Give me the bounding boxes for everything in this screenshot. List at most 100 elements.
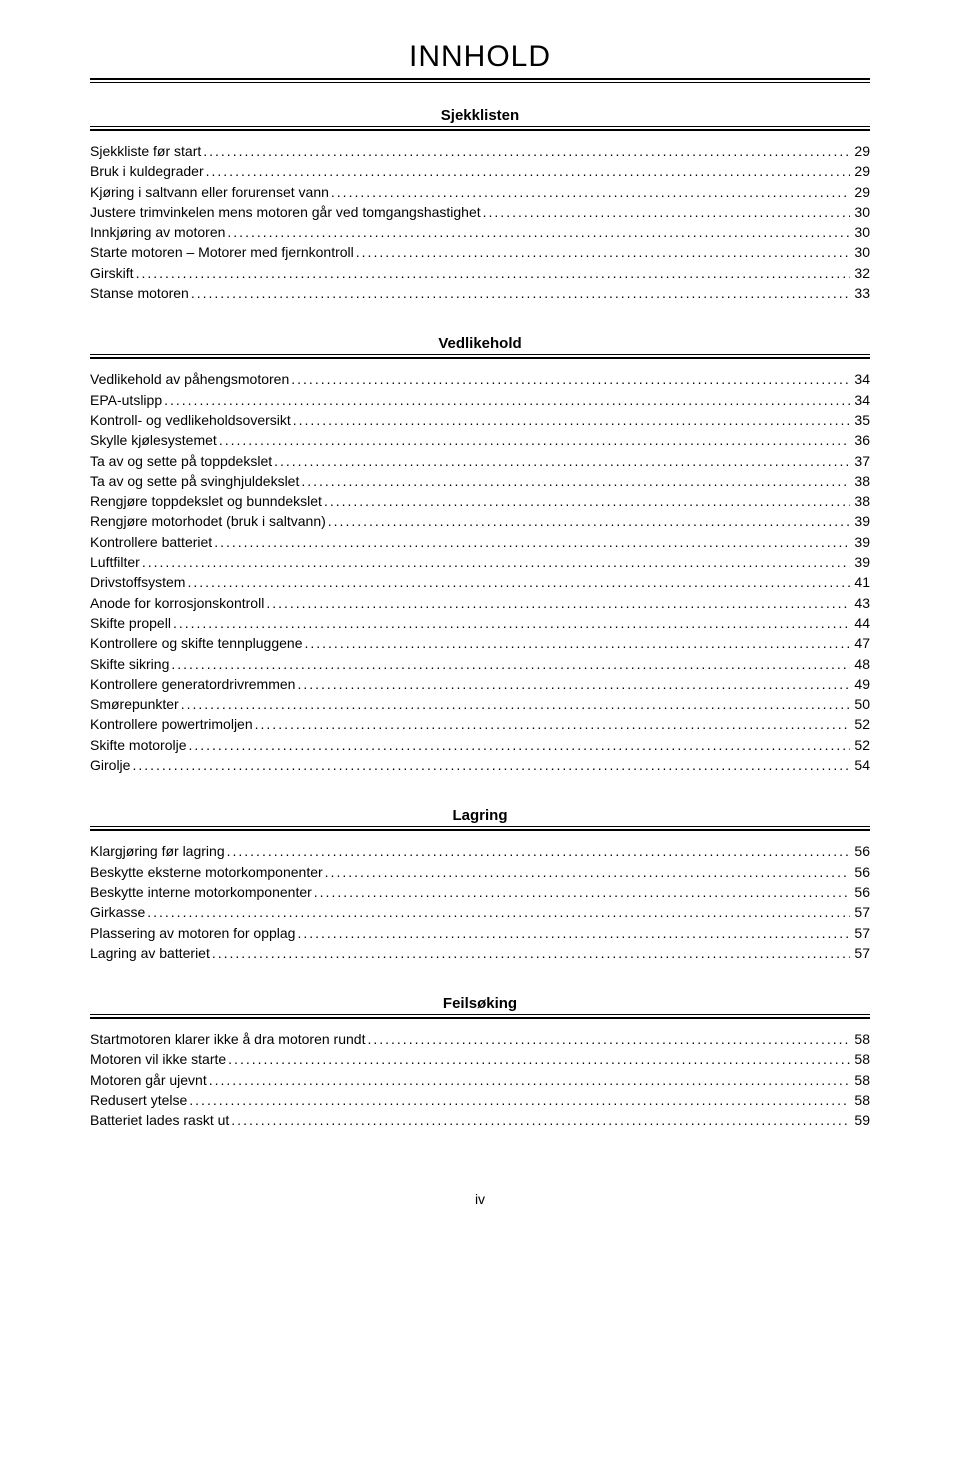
toc-leader-dots xyxy=(481,202,851,222)
toc-row: Bruk i kuldegrader29 xyxy=(90,161,870,181)
toc-label: Vedlikehold av påhengsmotoren xyxy=(90,369,289,389)
toc-row: Lagring av batteriet 57 xyxy=(90,943,870,963)
toc-container: Sjekklisten Sjekkliste før start29Bruk i … xyxy=(90,107,870,1131)
toc-page-number: 57 xyxy=(850,902,870,922)
toc-leader-dots xyxy=(289,369,850,389)
toc-page-number: 33 xyxy=(850,283,870,303)
section-rule xyxy=(90,126,870,127)
section-rule xyxy=(90,1014,870,1015)
toc-label: Motoren vil ikke starte xyxy=(90,1049,226,1069)
toc-label: Skifte sikring xyxy=(90,654,169,674)
toc-row: Girskift32 xyxy=(90,263,870,283)
toc-label: Girkasse xyxy=(90,902,145,922)
toc-leader-dots xyxy=(169,654,850,674)
toc-page-number: 58 xyxy=(850,1070,870,1090)
toc-page-number: 30 xyxy=(850,222,870,242)
toc-label: Rengjøre toppdekslet og bunndekslet xyxy=(90,491,322,511)
title-rule-thin xyxy=(90,82,870,83)
toc-row: Kontroll- og vedlikeholdsoversikt35 xyxy=(90,410,870,430)
toc-label: Skifte motorolje xyxy=(90,735,186,755)
toc-page-number: 36 xyxy=(850,430,870,450)
toc-row: Skifte motorolje52 xyxy=(90,735,870,755)
toc-page-number: 57 xyxy=(850,923,870,943)
toc-row: EPA-utslipp34 xyxy=(90,390,870,410)
toc-leader-dots xyxy=(312,882,851,902)
toc-label: Kjøring i saltvann eller forurenset vann xyxy=(90,182,329,202)
toc-label: Startmotoren klarer ikke å dra motoren r… xyxy=(90,1029,365,1049)
toc-page-number: 57 xyxy=(850,943,870,963)
toc-leader-dots xyxy=(187,1090,850,1110)
toc-label: Skylle kjølesystemet xyxy=(90,430,217,450)
toc-page-number: 58 xyxy=(850,1029,870,1049)
toc-page-number: 29 xyxy=(850,141,870,161)
toc-leader-dots xyxy=(217,430,851,450)
toc-row: Skifte sikring 48 xyxy=(90,654,870,674)
toc-leader-dots xyxy=(253,714,851,734)
toc-page-number: 29 xyxy=(850,161,870,181)
toc-row: Skifte propell44 xyxy=(90,613,870,633)
toc-row: Klargjøring før lagring 56 xyxy=(90,841,870,861)
toc-row: Luftfilter39 xyxy=(90,552,870,572)
toc-leader-dots xyxy=(299,471,850,491)
toc-row: Kontrollere generatordrivremmen49 xyxy=(90,674,870,694)
toc-page-number: 58 xyxy=(850,1090,870,1110)
toc-leader-dots xyxy=(130,755,850,775)
page-number: iv xyxy=(90,1191,870,1207)
toc-row: Beskytte interne motorkomponenter56 xyxy=(90,882,870,902)
toc-row: Startmotoren klarer ikke å dra motoren r… xyxy=(90,1029,870,1049)
toc-label: Girolje xyxy=(90,755,130,775)
toc-row: Skylle kjølesystemet 36 xyxy=(90,430,870,450)
toc-label: Smørepunkter xyxy=(90,694,179,714)
toc-row: Vedlikehold av påhengsmotoren34 xyxy=(90,369,870,389)
toc-leader-dots xyxy=(140,552,851,572)
toc-label: Kontrollere og skifte tennpluggene xyxy=(90,633,302,653)
toc-leader-dots xyxy=(210,943,851,963)
toc-row: Kontrollere powertrimoljen52 xyxy=(90,714,870,734)
toc-label: Innkjøring av motoren xyxy=(90,222,225,242)
toc-label: Klargjøring før lagring xyxy=(90,841,225,861)
toc-row: Batteriet lades raskt ut59 xyxy=(90,1110,870,1130)
section-rule xyxy=(90,129,870,131)
toc-leader-dots xyxy=(179,694,851,714)
toc-leader-dots xyxy=(295,923,850,943)
toc-page-number: 47 xyxy=(850,633,870,653)
toc-row: Sjekkliste før start29 xyxy=(90,141,870,161)
toc-leader-dots xyxy=(272,451,850,471)
toc-leader-dots xyxy=(226,1049,850,1069)
toc-page-number: 56 xyxy=(850,882,870,902)
toc-page-number: 41 xyxy=(850,572,870,592)
toc-page-number: 43 xyxy=(850,593,870,613)
toc-row: Rengjøre motorhodet (bruk i saltvann)39 xyxy=(90,511,870,531)
toc-row: Drivstoffsystem 41 xyxy=(90,572,870,592)
toc-row: Kjøring i saltvann eller forurenset vann… xyxy=(90,182,870,202)
toc-row: Redusert ytelse58 xyxy=(90,1090,870,1110)
page-title: INNHOLD xyxy=(90,40,870,74)
toc-page-number: 48 xyxy=(850,654,870,674)
section-rule xyxy=(90,354,870,355)
toc-row: Stanse motoren 33 xyxy=(90,283,870,303)
section-heading: Lagring xyxy=(90,807,870,824)
toc-row: Girkasse 57 xyxy=(90,902,870,922)
section-heading: Vedlikehold xyxy=(90,335,870,352)
section-rule xyxy=(90,1017,870,1019)
toc-row: Justere trimvinkelen mens motoren går ve… xyxy=(90,202,870,222)
section-rule xyxy=(90,357,870,359)
section-rule xyxy=(90,829,870,831)
toc-label: Stanse motoren xyxy=(90,283,189,303)
toc-page-number: 58 xyxy=(850,1049,870,1069)
toc-leader-dots xyxy=(354,242,851,262)
toc-page-number: 56 xyxy=(850,862,870,882)
toc-label: Drivstoffsystem xyxy=(90,572,185,592)
toc-page-number: 30 xyxy=(850,242,870,262)
toc-leader-dots xyxy=(225,222,850,242)
section-gap xyxy=(90,775,870,807)
toc-leader-dots xyxy=(134,263,851,283)
toc-label: Lagring av batteriet xyxy=(90,943,210,963)
toc-leader-dots xyxy=(171,613,850,633)
section-heading: Feilsøking xyxy=(90,995,870,1012)
toc-page-number: 32 xyxy=(850,263,870,283)
toc-page-number: 56 xyxy=(850,841,870,861)
section-heading: Sjekklisten xyxy=(90,107,870,124)
toc-leader-dots xyxy=(189,283,851,303)
toc-leader-dots xyxy=(207,1070,851,1090)
